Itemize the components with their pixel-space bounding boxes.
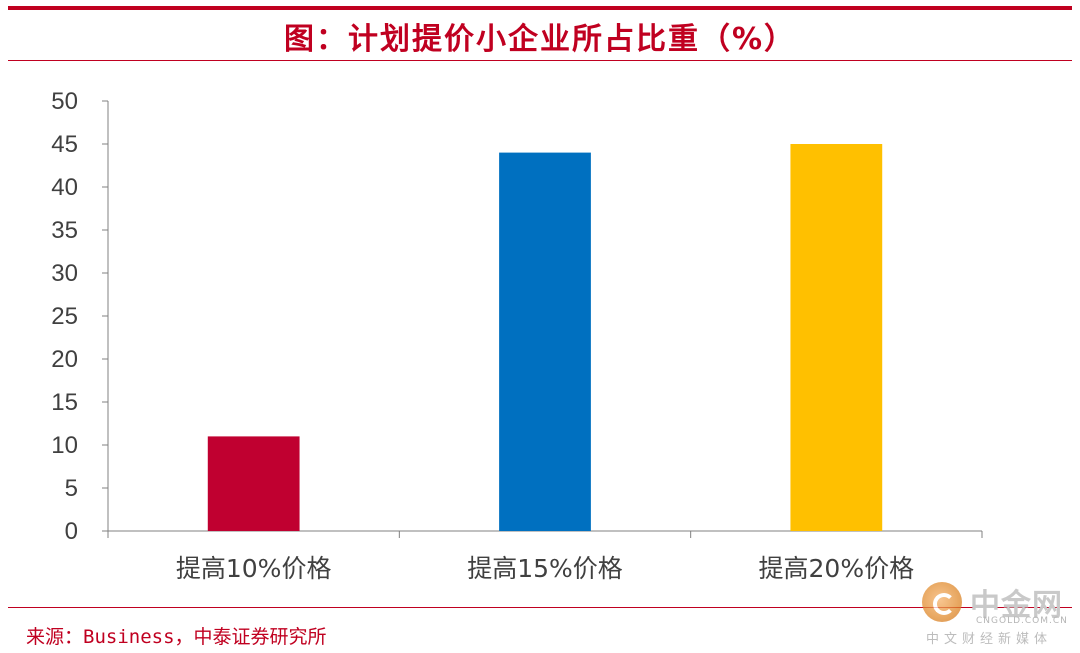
watermark-url: CNGOLD.COM.CN: [976, 616, 1068, 626]
bar-2: [499, 152, 591, 531]
chart-title: 图：计划提价小企业所占比重（%）: [283, 22, 797, 57]
bar-chart: 0 5 10 15 20 25 30 35 40 45 50 提高10%价格 提高15%价格 提高20%价…: [51, 88, 983, 583]
y-tick-label: 15: [51, 389, 78, 416]
watermark: 中金网 CNGOLD.COM.CN 中文财经新媒体: [920, 580, 1070, 647]
y-tick-label: 20: [51, 346, 78, 373]
y-tick-label: 0: [65, 518, 78, 545]
y-tick-label: 30: [51, 260, 78, 287]
y-tick-label: 50: [51, 88, 78, 115]
x-category-label: 提高15%价格: [467, 554, 623, 583]
y-tick-label: 10: [51, 432, 78, 459]
cngold-logo-icon: [922, 582, 962, 622]
y-tick-label: 25: [51, 303, 78, 330]
title-rule: [8, 60, 1072, 61]
bar-3: [790, 144, 883, 531]
source-note: 来源：Business，中泰证券研究所: [26, 626, 327, 648]
source-rule: [8, 607, 1072, 608]
x-category-label: 提高10%价格: [176, 554, 332, 583]
y-tick-label: 35: [51, 217, 78, 244]
y-tick-label: 40: [51, 174, 78, 201]
y-tick-label: 45: [51, 131, 78, 158]
watermark-name: 中金网: [970, 588, 1063, 623]
bar-1: [207, 436, 300, 531]
top-rule: [8, 6, 1072, 10]
x-category-label: 提高20%价格: [759, 554, 915, 583]
y-tick-label: 5: [65, 475, 78, 502]
watermark-tagline: 中文财经新媒体: [926, 632, 1053, 647]
